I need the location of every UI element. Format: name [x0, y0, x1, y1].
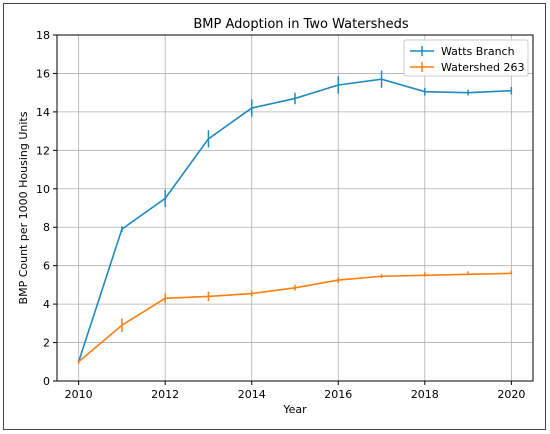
series-layer [77, 70, 513, 364]
y-tick-label: 6 [43, 260, 50, 273]
y-tick-label: 10 [36, 183, 50, 196]
chart-title: BMP Adoption in Two Watersheds [193, 17, 408, 32]
legend: Watts Branch Watershed 263 [403, 39, 529, 77]
x-axis: 2010 2012 2014 2016 2018 2020 [65, 381, 525, 401]
y-axis: 0 2 4 6 8 10 12 14 16 18 [36, 29, 57, 388]
y-axis-label: BMP Count per 1000 Housing Units [17, 111, 30, 304]
y-tick-label: 8 [43, 221, 50, 234]
y-tick-label: 0 [43, 375, 50, 388]
legend-entry-label: Watts Branch [441, 45, 515, 58]
legend-entry-label: Watershed 263 [441, 61, 524, 74]
x-axis-label: Year [282, 403, 307, 416]
x-tick-label: 2014 [238, 388, 266, 401]
series-2 [77, 270, 513, 364]
y-tick-label: 2 [43, 337, 50, 350]
x-tick-label: 2018 [411, 388, 439, 401]
y-tick-label: 4 [43, 298, 50, 311]
x-tick-label: 2020 [497, 388, 525, 401]
y-tick-label: 14 [36, 106, 50, 119]
y-tick-label: 18 [36, 29, 50, 42]
grid [57, 34, 533, 382]
plot-area [56, 34, 534, 382]
y-tick-label: 12 [36, 144, 50, 157]
x-tick-label: 2016 [324, 388, 352, 401]
y-tick-label: 16 [36, 67, 50, 80]
x-tick-label: 2010 [65, 388, 93, 401]
series-line [77, 78, 512, 363]
series-1 [77, 70, 513, 364]
legend-box [403, 39, 529, 77]
x-tick-label: 2012 [151, 388, 179, 401]
